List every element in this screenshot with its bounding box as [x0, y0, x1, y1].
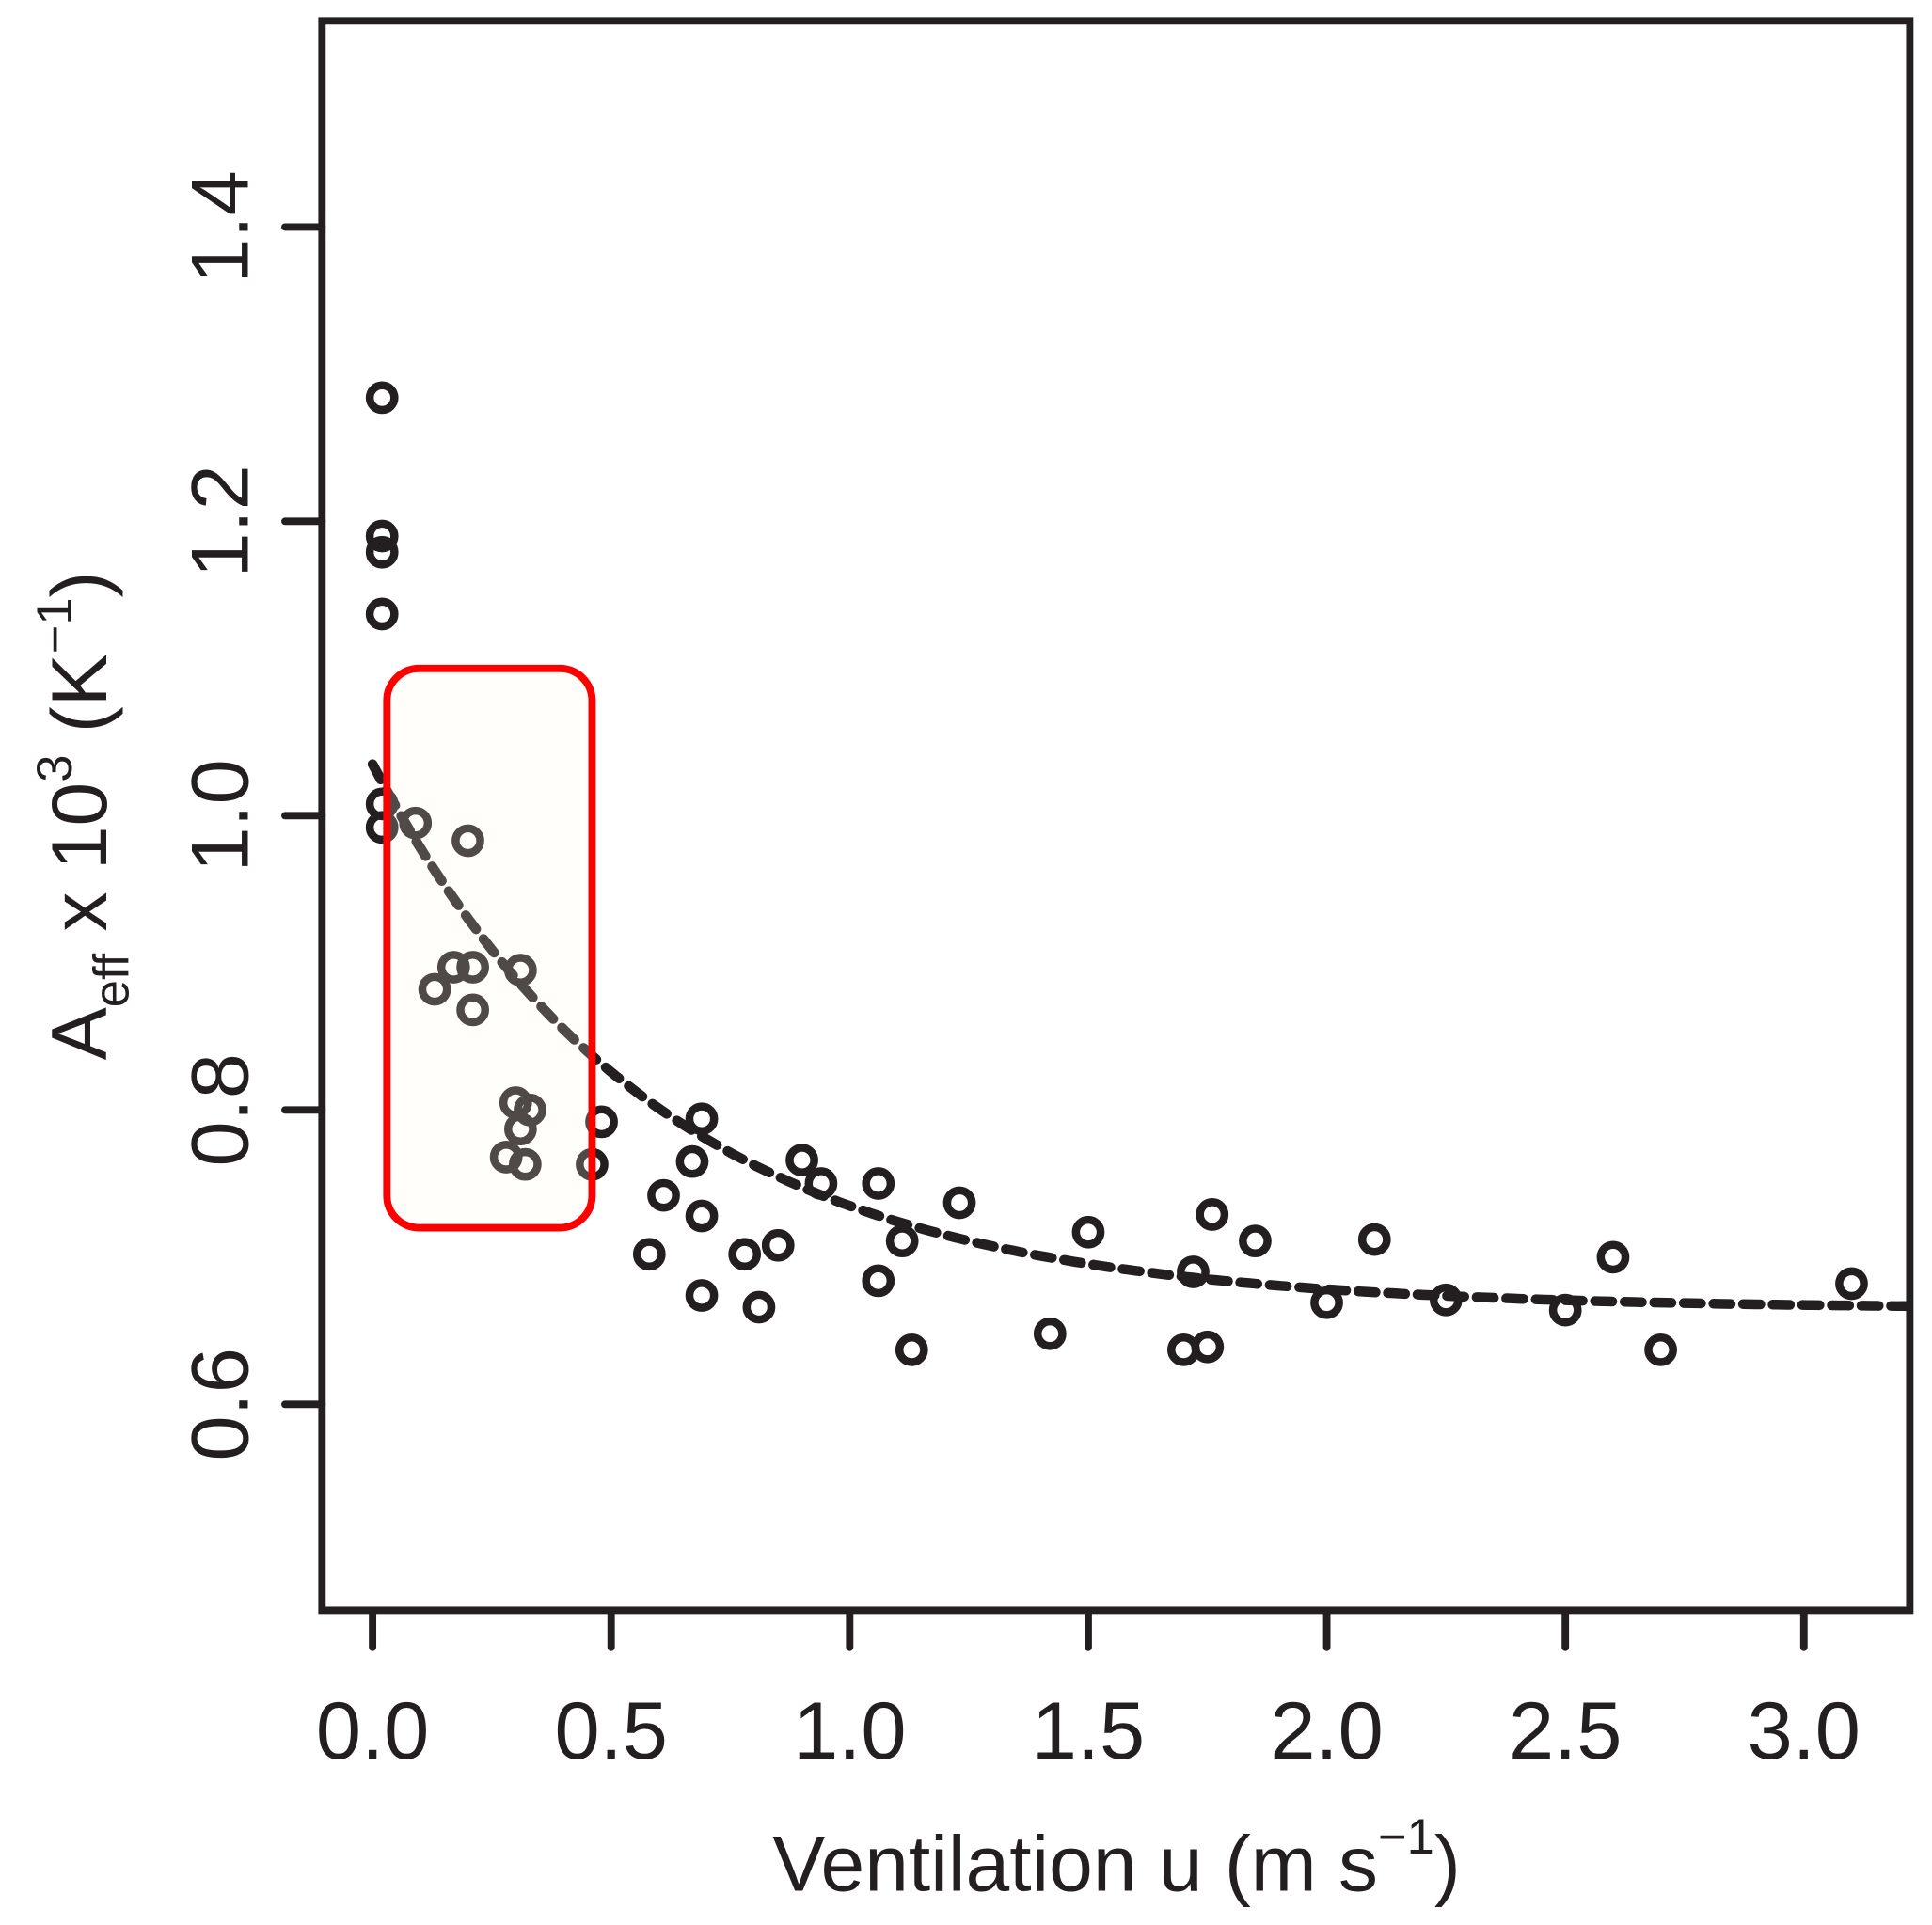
y-axis-title-sup2: −1 [28, 597, 83, 654]
x-tick-label: 0.0 [316, 1686, 429, 1776]
data-point [503, 1112, 537, 1146]
y-tick-label: 0.8 [176, 1053, 266, 1166]
data-point [685, 1199, 719, 1233]
x-axis-title-main: Ventilation u (m s [772, 1819, 1378, 1907]
data-point [365, 519, 399, 553]
data-point [399, 806, 433, 840]
data-point [942, 1186, 976, 1220]
data-point [365, 597, 399, 631]
y-tick-label: 0.6 [176, 1348, 266, 1460]
data-point [456, 951, 489, 984]
data-point [365, 811, 399, 844]
x-tick-label: 1.5 [1032, 1686, 1145, 1776]
y-axis-title-paren: (K [35, 654, 123, 754]
data-point [728, 1238, 762, 1271]
data-point [895, 1333, 928, 1366]
data-point [1071, 1215, 1105, 1249]
data-point [365, 535, 399, 569]
y-axis-title-close: ) [35, 571, 123, 597]
x-axis-title-close: ) [1434, 1819, 1461, 1907]
data-point [685, 1102, 719, 1136]
data-point [862, 1167, 895, 1200]
data-point [675, 1144, 709, 1178]
data-point [1033, 1317, 1067, 1350]
data-point [451, 824, 484, 858]
x-axis: 0.0 0.5 1.0 1.5 2.0 2.5 3.0 [316, 1606, 1861, 1776]
data-point [685, 1279, 719, 1312]
highlight-box [383, 664, 596, 1232]
data-point [647, 1178, 680, 1212]
x-axis-title: Ventilation u (m s−1) [772, 1810, 1461, 1907]
y-axis: 0.6 0.8 1.0 1.2 1.4 [176, 170, 326, 1461]
data-point [365, 381, 399, 415]
y-tick-label: 1.4 [176, 170, 266, 283]
data-point [1196, 1198, 1229, 1231]
y-tick-label: 1.0 [176, 759, 266, 872]
data-point [456, 993, 489, 1027]
x-tick-label: 2.5 [1509, 1686, 1622, 1776]
data-point [1835, 1267, 1868, 1301]
y-axis-title-sub: eff [85, 953, 139, 1007]
y-tick-label: 1.2 [176, 465, 266, 577]
fit-curve-layer [367, 759, 1915, 1312]
data-point [1357, 1223, 1391, 1256]
x-tick-label: 1.0 [793, 1686, 906, 1776]
x-axis-title-sup: −1 [1378, 1810, 1434, 1865]
y-axis-title-base: A [35, 1007, 123, 1060]
data-point [1191, 1330, 1225, 1364]
data-point [436, 951, 470, 984]
data-point [785, 1144, 818, 1176]
data-point [862, 1264, 895, 1298]
data-point [418, 972, 451, 1006]
x-tick-label: 2.0 [1270, 1686, 1383, 1776]
data-point [1310, 1286, 1343, 1319]
data-point [742, 1290, 776, 1324]
y-axis-title: Aeff x 103 (K−1) [28, 571, 139, 1060]
data-point [503, 954, 537, 987]
data-point [1548, 1293, 1582, 1327]
data-point [508, 1147, 542, 1181]
highlight-layer [383, 664, 596, 1232]
data-point [1429, 1283, 1463, 1317]
x-tick-label: 0.5 [555, 1686, 668, 1776]
fit-curve [367, 759, 1915, 1312]
data-point [804, 1167, 838, 1200]
data-point [1177, 1255, 1210, 1288]
data-point [1239, 1224, 1272, 1258]
y-axis-title-sup1: 3 [28, 755, 83, 782]
x-tick-label: 3.0 [1748, 1686, 1861, 1776]
data-point [1644, 1333, 1677, 1366]
data-point [885, 1224, 919, 1258]
data-points [365, 381, 1868, 1366]
data-point [1596, 1240, 1630, 1274]
y-axis-title-mid: x 10 [35, 782, 123, 954]
data-point [632, 1238, 666, 1271]
data-point [761, 1228, 795, 1262]
